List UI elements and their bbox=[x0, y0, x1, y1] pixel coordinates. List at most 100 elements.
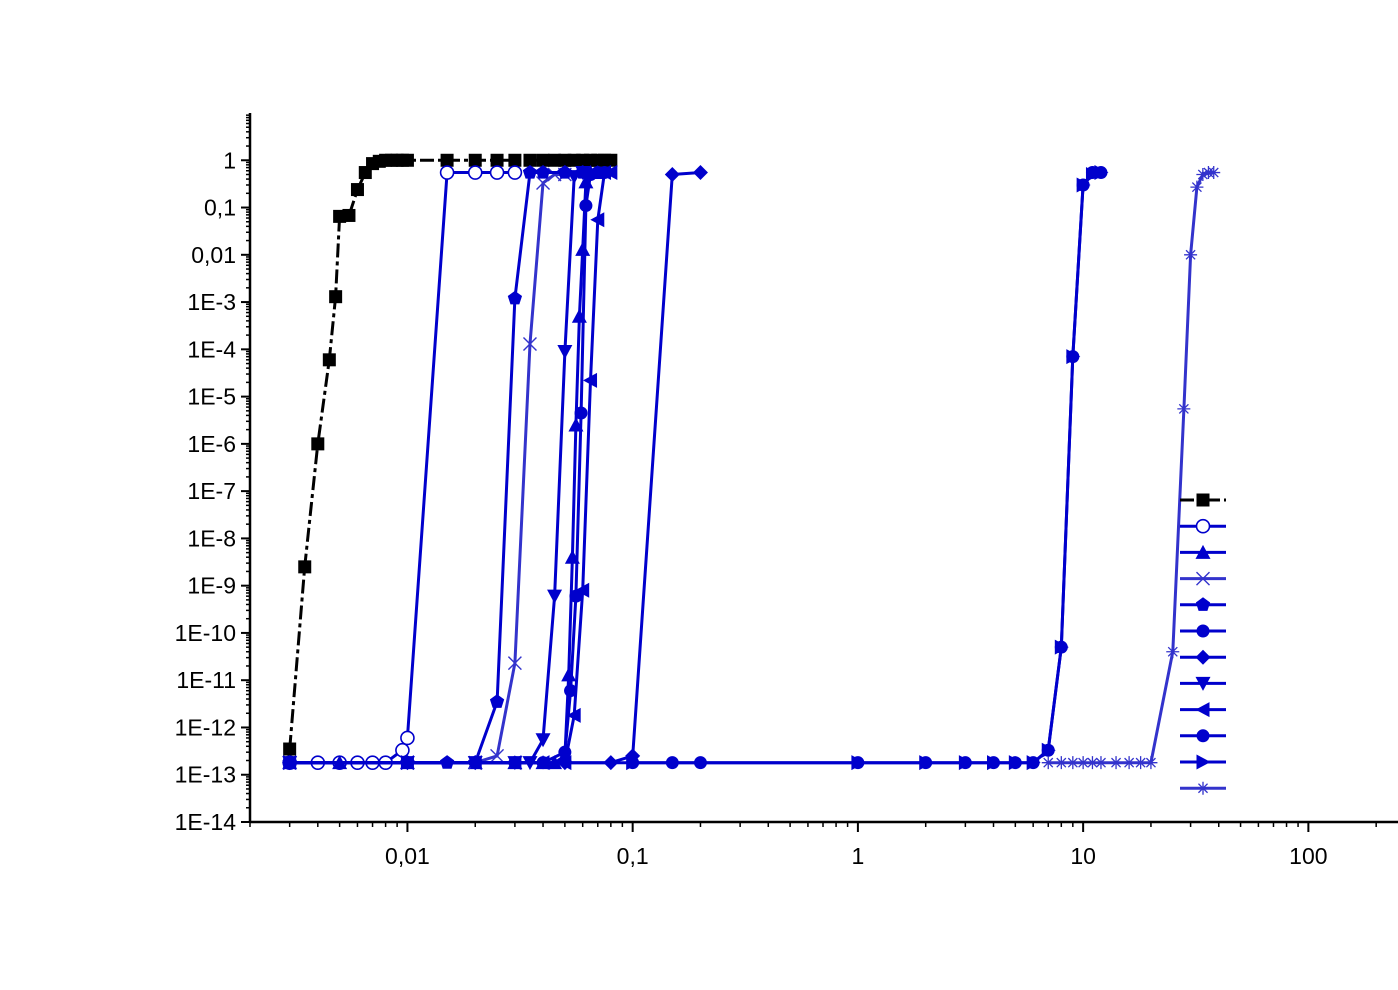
legend-marker bbox=[1196, 729, 1210, 743]
y-tick-label: 1E-3 bbox=[187, 289, 236, 315]
y-tick-label: 1 bbox=[223, 147, 236, 173]
data-point bbox=[490, 153, 504, 167]
data-point bbox=[535, 165, 551, 179]
data-point bbox=[1041, 742, 1056, 758]
data-point bbox=[604, 153, 618, 167]
data-point bbox=[467, 165, 483, 180]
legend-entry bbox=[1180, 571, 1226, 586]
series-3 bbox=[282, 165, 606, 770]
data-point bbox=[851, 755, 866, 771]
data-point bbox=[1085, 166, 1100, 182]
data-point bbox=[468, 153, 482, 167]
data-point bbox=[489, 694, 505, 708]
legend-marker bbox=[1195, 702, 1210, 718]
series-line bbox=[289, 171, 583, 765]
legend-entry bbox=[1180, 624, 1226, 638]
y-tick-label: 1E-10 bbox=[175, 620, 236, 646]
data-point bbox=[440, 153, 454, 167]
x-tick-label: 0,1 bbox=[617, 843, 649, 869]
y-tick-label: 1E-13 bbox=[175, 762, 236, 788]
legend-entry bbox=[1180, 729, 1226, 743]
data-point bbox=[987, 755, 1002, 771]
legend-entry bbox=[1180, 544, 1226, 559]
x-tick-label: 100 bbox=[1289, 843, 1327, 869]
data-point bbox=[322, 353, 336, 367]
data-point bbox=[548, 153, 562, 167]
data-point bbox=[1177, 402, 1191, 416]
y-tick-label: 1E-8 bbox=[187, 525, 236, 551]
legend-entry bbox=[1180, 493, 1226, 507]
x-tick-label: 0,01 bbox=[385, 843, 430, 869]
series-line bbox=[1048, 171, 1214, 765]
legend-marker bbox=[1196, 624, 1210, 638]
series-line bbox=[289, 171, 584, 765]
data-point bbox=[566, 170, 582, 185]
y-tick-label: 0,1 bbox=[204, 195, 236, 221]
data-point bbox=[603, 165, 618, 181]
data-point bbox=[311, 437, 325, 451]
legend-marker bbox=[1196, 493, 1210, 507]
data-point bbox=[508, 153, 522, 167]
series-5 bbox=[282, 165, 590, 769]
series-line bbox=[632, 171, 1101, 765]
data-point bbox=[400, 730, 415, 746]
data-point bbox=[342, 208, 356, 222]
data-point bbox=[958, 755, 973, 771]
x-tick-label: 10 bbox=[1070, 843, 1096, 869]
legend-marker bbox=[1195, 649, 1211, 665]
data-point bbox=[439, 165, 455, 180]
data-point bbox=[1008, 755, 1023, 771]
data-point bbox=[590, 212, 605, 228]
series-line bbox=[289, 171, 598, 765]
legend-marker bbox=[1195, 597, 1211, 611]
legend-entry bbox=[1180, 597, 1226, 611]
data-point bbox=[350, 183, 364, 197]
data-point bbox=[507, 656, 522, 671]
legend-marker bbox=[1195, 544, 1211, 559]
y-tick-label: 1E-9 bbox=[187, 573, 236, 599]
legend-entry bbox=[1180, 518, 1226, 534]
data-point bbox=[523, 153, 537, 167]
data-point bbox=[564, 684, 578, 698]
data-point bbox=[1122, 756, 1136, 770]
data-point bbox=[566, 707, 581, 723]
legend-marker bbox=[1196, 781, 1210, 795]
data-point bbox=[329, 290, 343, 304]
legend-entry bbox=[1180, 676, 1226, 691]
y-tick-label: 1E-6 bbox=[187, 431, 236, 457]
data-point bbox=[1184, 248, 1198, 262]
data-point bbox=[557, 165, 572, 179]
data-point bbox=[507, 290, 523, 305]
data-point bbox=[547, 589, 563, 604]
series-line bbox=[289, 171, 701, 765]
data-point bbox=[579, 199, 593, 213]
data-point bbox=[561, 667, 577, 682]
data-point bbox=[1085, 756, 1099, 770]
data-point bbox=[664, 166, 680, 182]
data-point bbox=[395, 742, 410, 758]
data-point bbox=[1066, 756, 1080, 770]
data-point bbox=[1076, 177, 1091, 193]
data-point bbox=[1026, 755, 1041, 771]
data-point bbox=[507, 165, 523, 180]
series-7 bbox=[282, 165, 708, 771]
series-12 bbox=[1041, 166, 1221, 770]
series-line bbox=[289, 171, 611, 765]
data-point bbox=[522, 336, 537, 351]
data-point bbox=[1066, 349, 1081, 365]
legend-marker bbox=[1195, 518, 1211, 534]
legend-marker bbox=[1196, 571, 1210, 586]
legend-marker bbox=[1196, 754, 1211, 770]
data-point bbox=[1041, 756, 1055, 770]
series-line bbox=[289, 171, 605, 765]
y-tick-label: 0,01 bbox=[191, 242, 236, 268]
data-point bbox=[569, 589, 583, 603]
data-point bbox=[1166, 645, 1180, 659]
data-point bbox=[489, 165, 505, 180]
axes: 1 0,1 0,01 1E-3 1E-4 1E-5 1E-6 1E-7 1E-8 1E-9 1E-1… bbox=[175, 113, 1398, 869]
y-tick-label: 1E-12 bbox=[175, 714, 236, 740]
legend bbox=[1180, 493, 1226, 795]
series-1 bbox=[283, 153, 618, 756]
series-6 bbox=[283, 166, 612, 770]
